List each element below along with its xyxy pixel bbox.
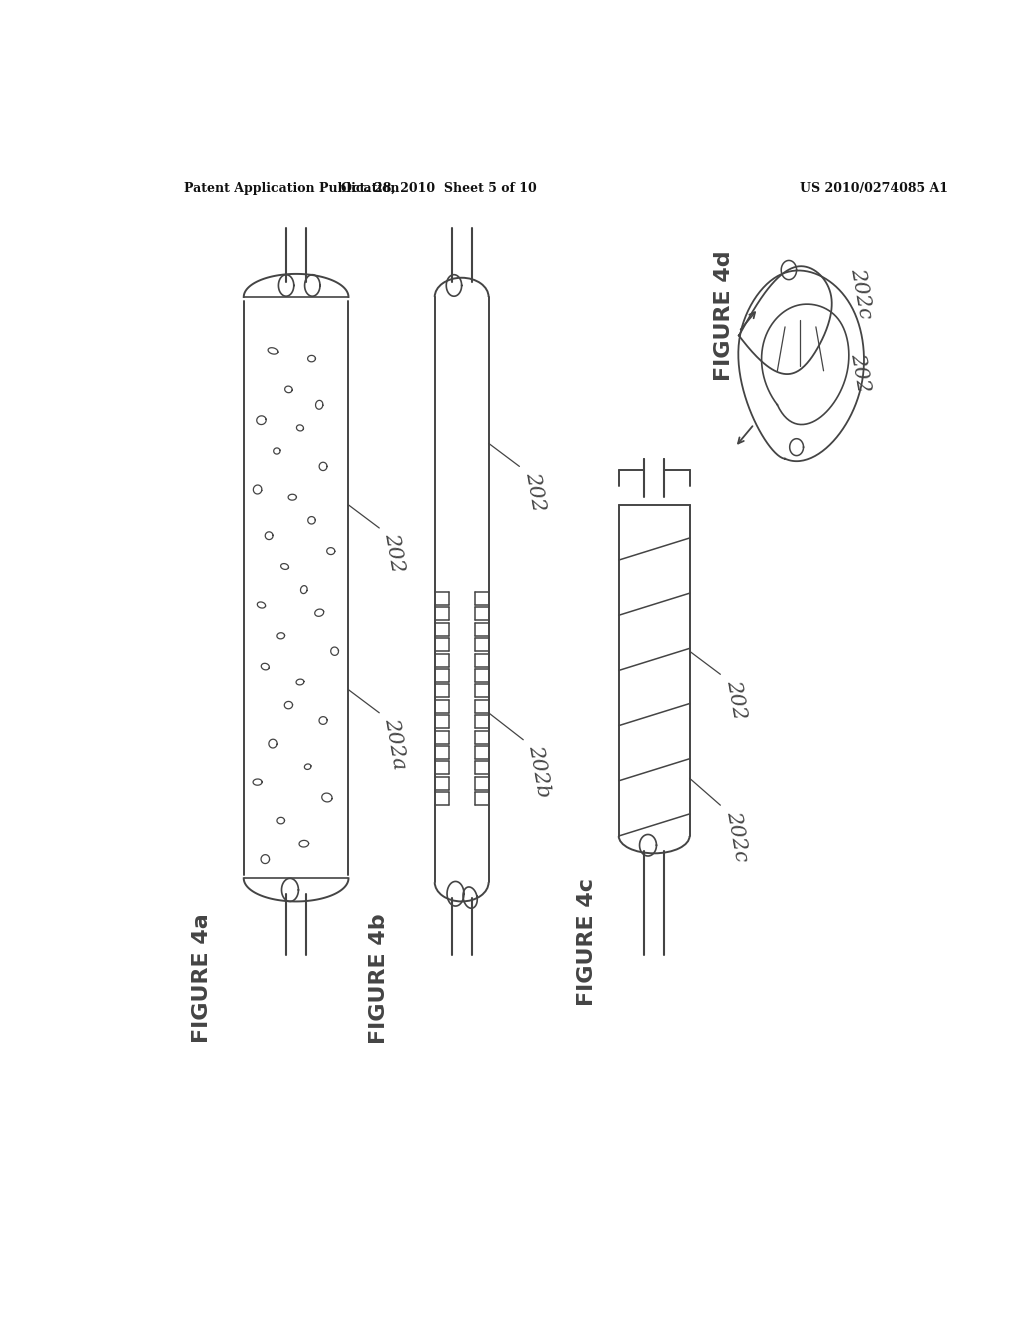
Text: 202: 202 xyxy=(847,351,872,393)
Text: 202b: 202b xyxy=(525,743,554,799)
Text: FIGURE 4a: FIGURE 4a xyxy=(193,913,212,1043)
Text: Oct. 28, 2010  Sheet 5 of 10: Oct. 28, 2010 Sheet 5 of 10 xyxy=(341,182,537,194)
Text: FIGURE 4b: FIGURE 4b xyxy=(370,913,389,1044)
Text: 202c: 202c xyxy=(723,809,751,863)
Text: 202c: 202c xyxy=(847,267,874,321)
Text: 202: 202 xyxy=(382,532,408,574)
Text: 202: 202 xyxy=(723,678,749,721)
Text: 202: 202 xyxy=(521,470,548,512)
Text: 202a: 202a xyxy=(382,717,410,771)
Text: Patent Application Publication: Patent Application Publication xyxy=(184,182,400,194)
Text: FIGURE 4c: FIGURE 4c xyxy=(578,878,597,1006)
Text: US 2010/0274085 A1: US 2010/0274085 A1 xyxy=(801,182,948,194)
Text: FIGURE 4d: FIGURE 4d xyxy=(714,251,734,381)
